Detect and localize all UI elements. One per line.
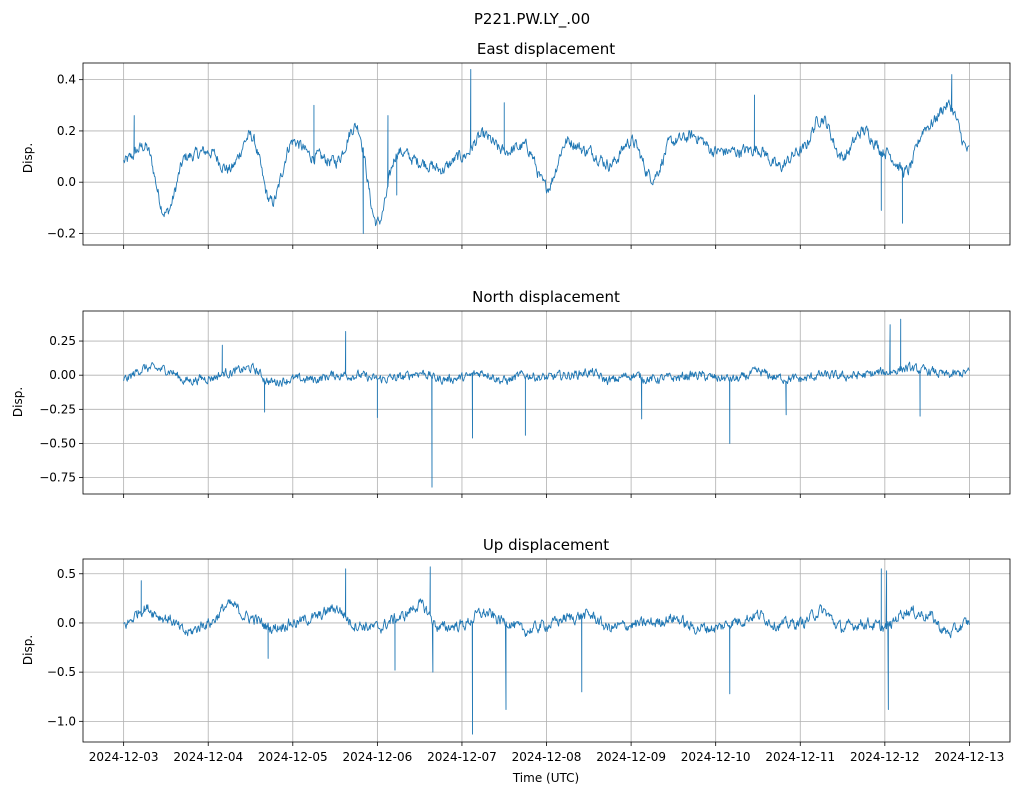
north-title: North displacement [472, 288, 620, 306]
up-title: Up displacement [483, 536, 609, 554]
north-panel: North displacement Disp. −0.75 −0.50 −0.25… [11, 288, 1011, 498]
up-xtick-label: 2024-12-04 [173, 750, 243, 764]
east-panel: East displacement Disp. −0.2 0.0 0.2 0.4 [21, 40, 1011, 249]
north-grid [83, 311, 1010, 494]
up-xtick-label: 2024-12-06 [343, 750, 413, 764]
north-ytick-label: −0.75 [39, 471, 76, 485]
north-ytick-label: 0.00 [49, 368, 76, 382]
up-ytick-label: 0.0 [57, 616, 76, 630]
north-axes-frame [82, 310, 1011, 495]
up-displacement-line [123, 566, 970, 735]
up-xtick-label: 2024-12-08 [512, 750, 582, 764]
east-displacement-line [123, 68, 970, 234]
up-axes-frame [82, 558, 1011, 743]
up-ytick-label: −1.0 [47, 714, 76, 728]
up-xtick-label: 2024-12-05 [258, 750, 328, 764]
east-ylabel: Disp. [21, 143, 35, 173]
north-series [123, 318, 970, 488]
up-panel: Up displacement Disp. 2024-12-03 2024-12-… [21, 536, 1011, 764]
east-ytick-label: 0.0 [57, 175, 76, 189]
up-ytick-label: 0.5 [57, 567, 76, 581]
up-xtick-label: 2024-12-11 [765, 750, 835, 764]
east-series [123, 68, 970, 234]
up-xtick-label: 2024-12-07 [427, 750, 497, 764]
up-ytick-label: −0.5 [47, 665, 76, 679]
up-xtick-label: 2024-12-13 [935, 750, 1005, 764]
up-xtick-label: 2024-12-09 [596, 750, 666, 764]
east-ticks: −0.2 0.0 0.2 0.4 [47, 73, 970, 249]
up-ylabel: Disp. [21, 635, 35, 665]
north-ytick-label: −0.50 [39, 436, 76, 450]
up-series [123, 566, 970, 735]
east-axes-frame [82, 62, 1011, 246]
north-displacement-line [123, 318, 970, 488]
up-ticks: 2024-12-03 2024-12-04 2024-12-05 2024-12-06… [47, 567, 1004, 764]
north-ytick-label: −0.25 [39, 402, 76, 416]
north-ticks: −0.75 −0.50 −0.25 0.00 0.25 [39, 334, 970, 498]
up-xtick-label: 2024-12-10 [681, 750, 751, 764]
north-ylabel: Disp. [11, 387, 25, 417]
east-title: East displacement [477, 40, 615, 58]
up-xtick-label: 2024-12-03 [89, 750, 159, 764]
east-grid [83, 63, 1010, 245]
up-xtick-label: 2024-12-12 [850, 750, 920, 764]
east-ytick-label: −0.2 [47, 226, 76, 240]
east-ytick-label: 0.2 [57, 124, 76, 138]
east-ytick-label: 0.4 [57, 73, 76, 87]
up-grid [83, 559, 1010, 742]
x-axis-label: Time (UTC) [512, 771, 579, 785]
north-ytick-label: 0.25 [49, 334, 76, 348]
figure-suptitle: P221.PW.LY_.00 [474, 10, 590, 29]
